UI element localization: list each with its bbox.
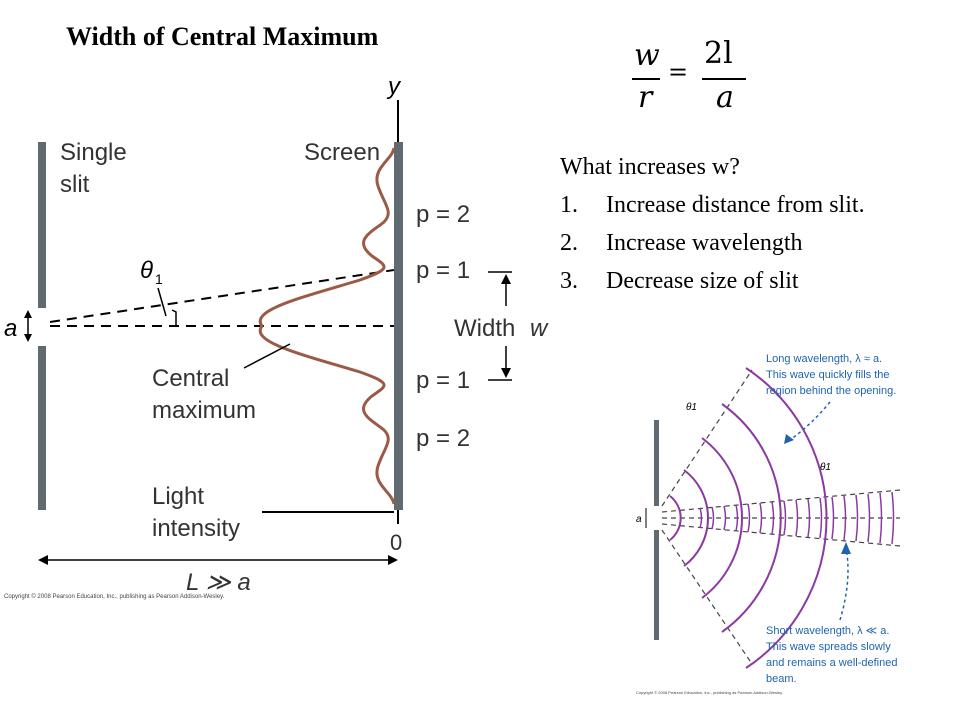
L-label: L ≫ a <box>186 569 251 596</box>
slit-label: slit <box>60 171 90 198</box>
width-w-label: w <box>530 315 549 342</box>
left-copyright: Copyright © 2008 Pearson Education, Inc.… <box>4 593 225 600</box>
question-text: What increases w? <box>560 154 740 180</box>
intensity-label: intensity <box>152 515 240 542</box>
formula-w: w <box>634 38 660 73</box>
short-wave-line3: and remains a well-defined <box>766 657 897 669</box>
list-number: 1. <box>560 192 578 218</box>
formula-equals: = <box>668 58 689 86</box>
list-item: 1. Increase distance from slit. <box>560 186 865 224</box>
long-wave-line2: This wave quickly fills the <box>766 369 890 381</box>
light-label: Light <box>152 483 204 510</box>
list-number: 2. <box>560 230 578 256</box>
long-wave-arc-2 <box>683 469 709 567</box>
p2-bottom-label: p = 2 <box>416 425 470 452</box>
short-wave-line1: Short wavelength, λ ≪ a. <box>766 625 889 637</box>
formula-a: a <box>716 80 734 115</box>
a-arrowhead-top <box>24 310 32 318</box>
single-label: Single <box>60 139 127 166</box>
long-wave-arc-4 <box>721 403 782 633</box>
theta-label: θ <box>140 257 153 284</box>
small-a-label: a <box>636 514 642 525</box>
theta1-beam-label: θ1 <box>820 462 831 473</box>
short-wave-line4: beam. <box>766 673 797 685</box>
list-item: 2. Increase wavelength <box>560 224 865 262</box>
formula-bar-left <box>632 78 660 80</box>
long-wave-arc-1 <box>669 495 682 541</box>
spread-line-top <box>661 369 753 507</box>
y-axis-label: y <box>386 73 402 100</box>
theta-arc <box>171 309 177 326</box>
long-wave-callout <box>789 401 831 441</box>
formula-bar-right <box>702 78 746 80</box>
maximum-label: maximum <box>152 397 256 424</box>
long-wave-arc-3 <box>701 437 743 599</box>
p1-top-label: p = 1 <box>416 257 470 284</box>
long-wave-line3: region behind the opening. <box>766 385 896 397</box>
theta-dashed-line <box>49 269 395 323</box>
long-wave-callout-head <box>784 434 794 444</box>
short-wave-line2: This wave spreads slowly <box>766 641 891 653</box>
theta-subscript: 1 <box>155 271 163 287</box>
width-label: Width <box>454 315 515 342</box>
short-wave-callout-head <box>841 542 851 554</box>
p1-bottom-label: p = 1 <box>416 367 470 394</box>
width-arrowhead-bottom <box>501 368 511 378</box>
L-arrowhead-left <box>38 555 48 565</box>
barrier-bottom <box>654 530 659 640</box>
a-label: a <box>4 315 17 342</box>
width-arrowhead-top <box>501 274 511 284</box>
short-wave-callout <box>839 547 849 621</box>
slit-wall-top <box>38 142 46 308</box>
long-wave-arc-5 <box>745 367 828 669</box>
a-arrowhead-bottom <box>24 334 32 342</box>
p2-top-label: p = 2 <box>416 201 470 228</box>
right-copyright: Copyright © 2008 Pearson Education, Inc.… <box>636 690 783 695</box>
formula-r: r <box>638 80 653 115</box>
short-wave-fronts <box>699 491 895 545</box>
theta-pointer <box>157 287 167 317</box>
beam-line-top <box>661 489 901 513</box>
list-text: Increase wavelength <box>606 230 803 256</box>
slide-title: Width of Central Maximum <box>66 22 379 51</box>
zero-label: 0 <box>390 530 402 555</box>
barrier-top <box>654 420 659 506</box>
long-wave-line1: Long wavelength, λ ≈ a. <box>766 353 882 365</box>
spread-line-bottom <box>661 529 753 665</box>
list-text: Increase distance from slit. <box>606 192 865 218</box>
L-arrowhead-right <box>388 555 398 565</box>
list-number: 3. <box>560 268 578 294</box>
intensity-curve <box>258 147 396 505</box>
central-label: Central <box>152 365 229 392</box>
central-max-pointer <box>243 343 291 369</box>
answer-list: What increases w? 1. Increase distance fr… <box>560 148 865 300</box>
theta1-top-label: θ1 <box>686 402 697 413</box>
screen-bar <box>394 142 403 510</box>
list-item: 3. Decrease size of slit <box>560 262 865 300</box>
formula: w r = 2l a <box>626 36 756 120</box>
screen-label: Screen <box>304 139 380 166</box>
slit-wall-bottom <box>38 346 46 510</box>
list-text: Decrease size of slit <box>606 268 799 294</box>
formula-2l: 2l <box>704 36 733 71</box>
beam-line-bottom <box>661 523 901 547</box>
